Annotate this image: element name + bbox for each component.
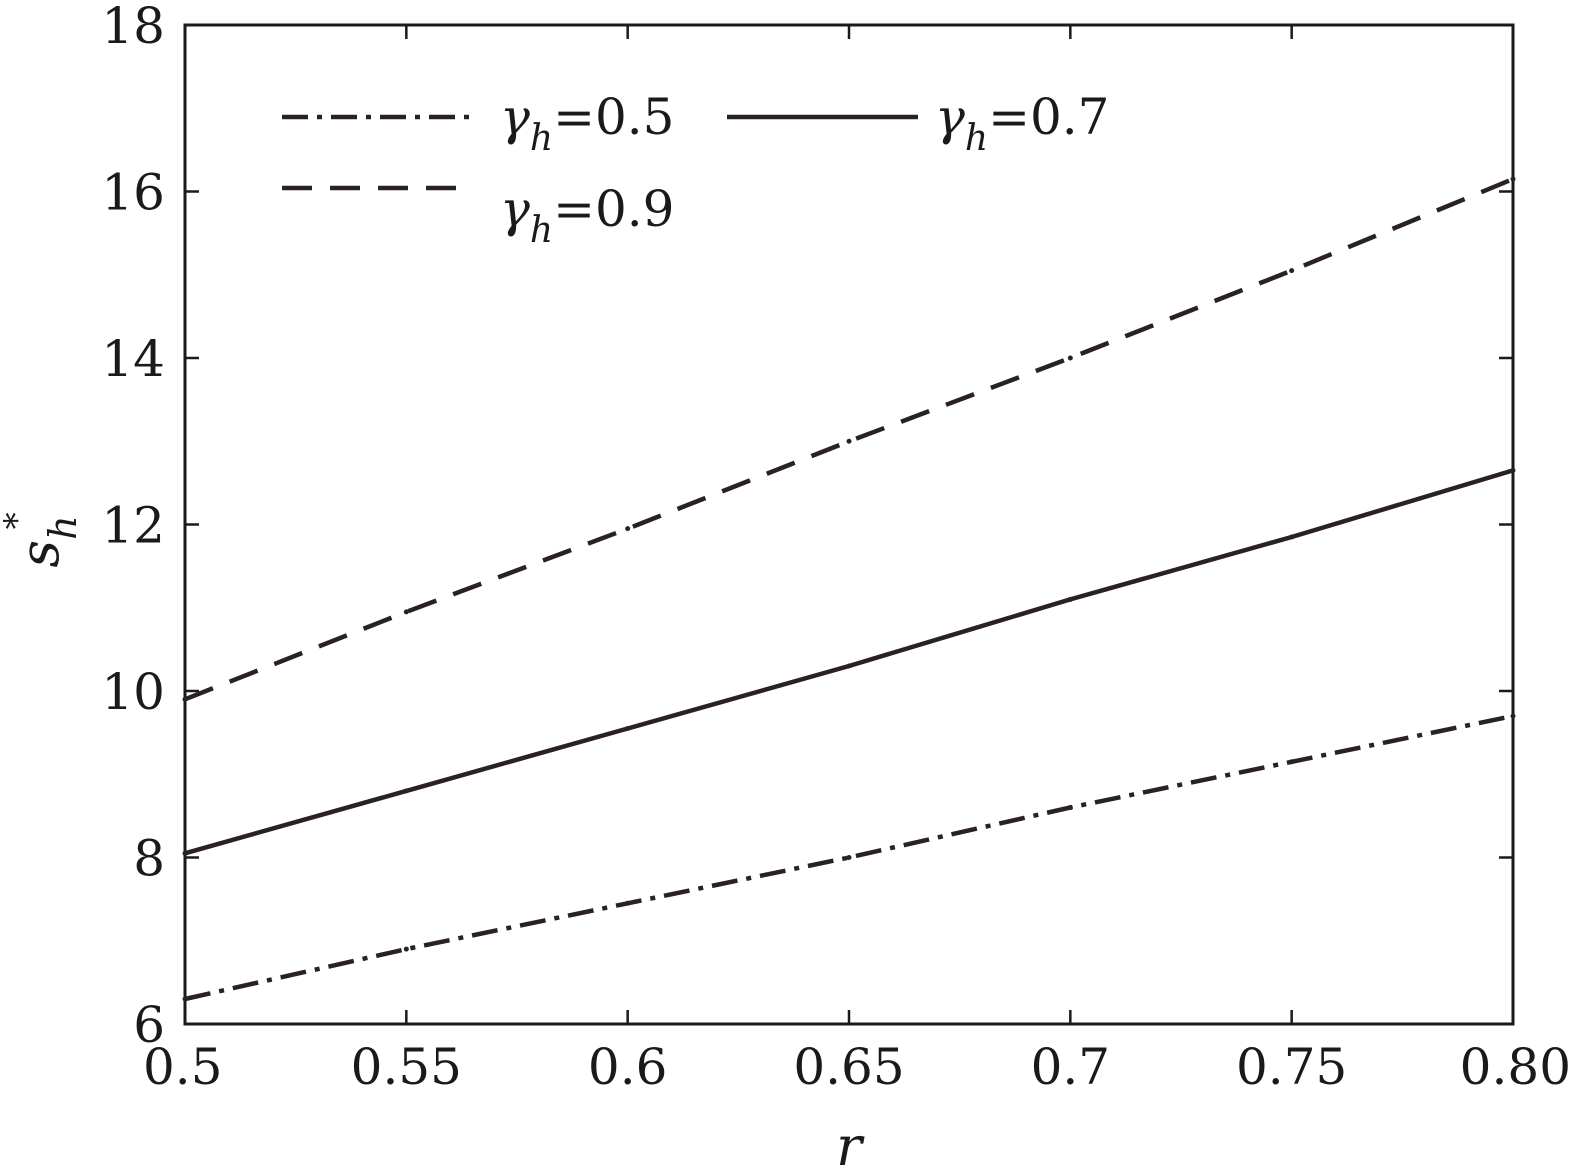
legend-label-3: γh=0.9 (500, 180, 675, 251)
y-tick-label: 18 (101, 0, 165, 55)
y-tick-label: 16 (101, 164, 165, 222)
y-tick-label: 8 (133, 830, 165, 888)
series-3-point (1289, 268, 1295, 274)
x-tick-label: 0.80 (1460, 1038, 1571, 1096)
x-tick-label: 0.6 (588, 1038, 668, 1096)
series-3-point (625, 526, 631, 532)
y-tick-label: 10 (101, 663, 165, 721)
legend-subscript: h (965, 118, 988, 159)
y-tick-label: 6 (133, 996, 165, 1054)
x-tick-label: 0.5 (143, 1038, 223, 1096)
series-2-point (1289, 534, 1295, 540)
legend-value: =0.5 (553, 88, 674, 146)
legend-value: =0.7 (988, 88, 1109, 146)
legend: γh=0.5 γh=0.7γh=0.9 (282, 88, 1110, 251)
series-2-point (1067, 596, 1073, 602)
series-1-point (1289, 759, 1295, 765)
series-line-2 (184, 468, 1514, 856)
legend-label-2: γh=0.7 (935, 88, 1110, 159)
series-layer (182, 176, 1516, 1002)
legend-gamma: γ (935, 88, 965, 146)
series-2-point (846, 663, 852, 669)
y-axis-label: sh* (0, 512, 85, 567)
y-axis-label-sub: h (41, 515, 85, 539)
series-3-point (403, 609, 409, 615)
y-tick-label: 14 (101, 330, 165, 388)
legend-label-1: γh=0.5 (500, 88, 675, 159)
y-axis-label-sup: * (0, 512, 37, 529)
series-2-point (625, 725, 631, 731)
y-tick-label: 12 (101, 497, 165, 555)
series-3-point (846, 438, 852, 444)
series-1-point (182, 996, 188, 1002)
plot-frame (183, 23, 1515, 1026)
x-tick-label: 0.55 (351, 1038, 462, 1096)
x-tick-label: 0.75 (1236, 1038, 1347, 1096)
series-2-point (1510, 467, 1516, 473)
series-2-point (403, 788, 409, 794)
x-tick-label: 0.7 (1031, 1038, 1111, 1096)
axis-ticks: 0.5 0.55 0.6 0.65 0.7 0.75 0.80 6 8 10 12 14 16 18 (101, 0, 1571, 1096)
x-axis-label: r (836, 1115, 865, 1173)
series-1-point (625, 900, 631, 906)
x-tick-label: 0.65 (793, 1038, 904, 1096)
legend-subscript: h (530, 210, 553, 251)
legend-value: =0.9 (553, 180, 674, 238)
series-3-point (182, 696, 188, 702)
series-3-point (1067, 355, 1073, 361)
svg-text:sh*: sh* (0, 512, 85, 567)
y-axis-label-main: s (8, 540, 71, 568)
series-1-point (403, 946, 409, 952)
legend-gamma: γ (500, 88, 530, 146)
series-2-point (182, 850, 188, 856)
legend-gamma: γ (500, 180, 530, 238)
legend-subscript: h (530, 118, 553, 159)
series-1-point (1067, 805, 1073, 811)
series-1-point (846, 855, 852, 860)
series-3-point (1510, 176, 1516, 182)
series-1-point (1510, 713, 1516, 719)
